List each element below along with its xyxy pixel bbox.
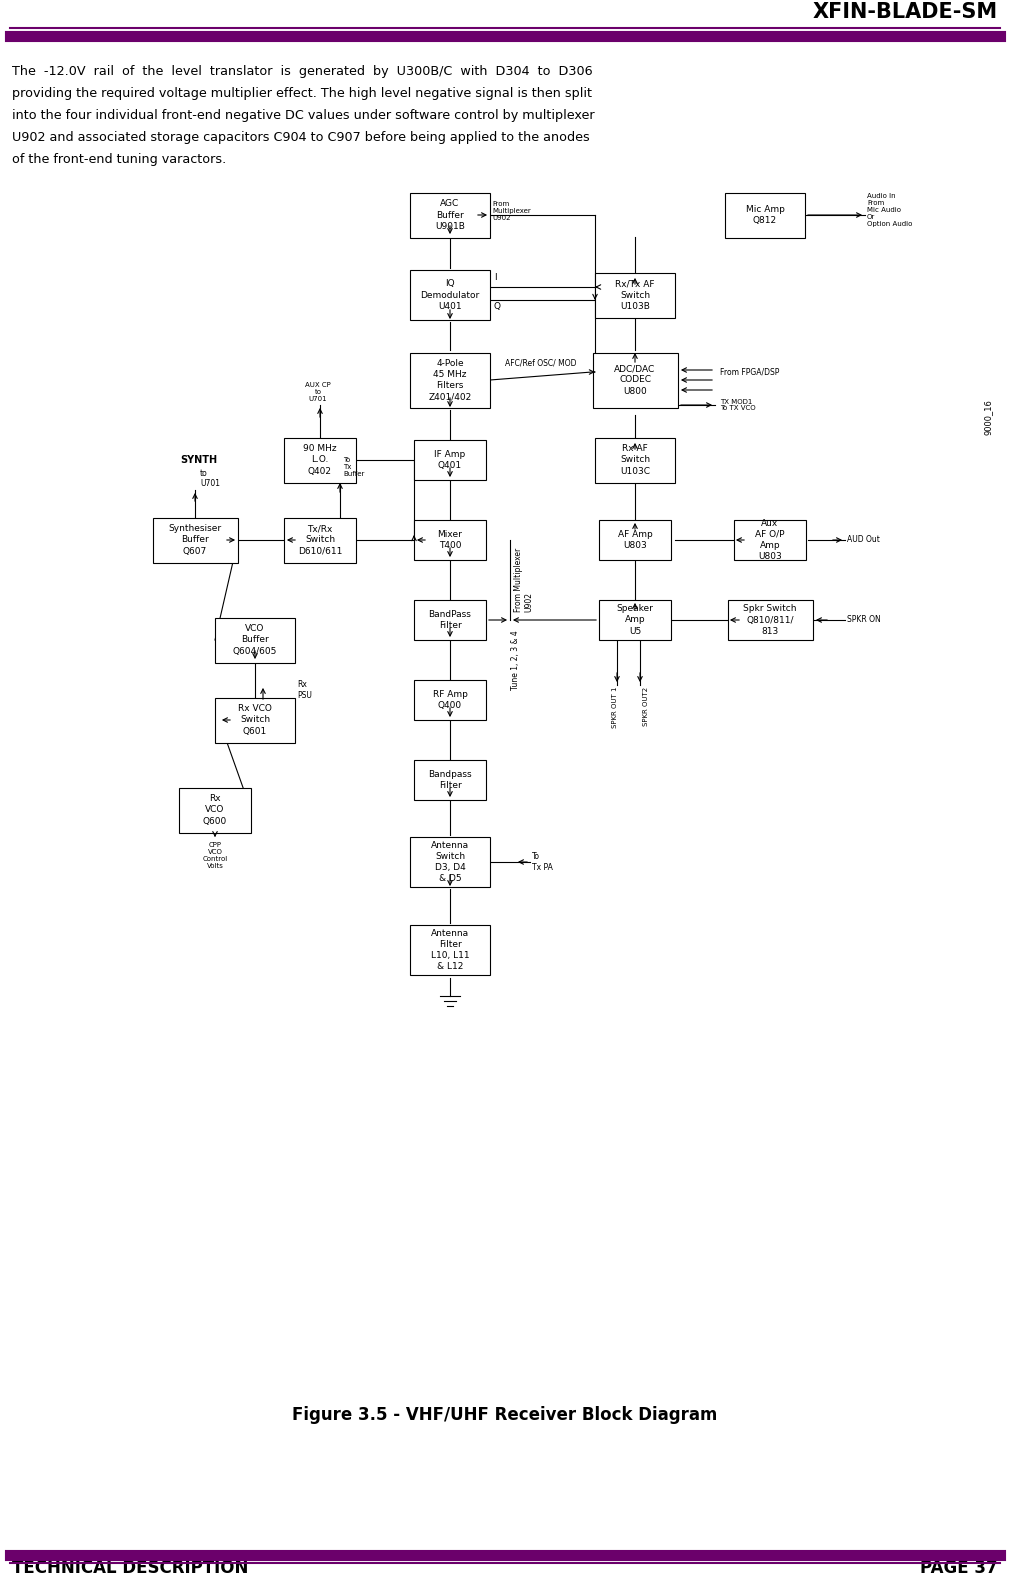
Text: AFC/Ref OSC/ MOD: AFC/Ref OSC/ MOD: [505, 358, 577, 368]
Bar: [595, 438, 675, 483]
Text: AF Amp
U803: AF Amp U803: [618, 530, 652, 550]
Bar: [414, 680, 486, 720]
Text: Synthesiser
Buffer
Q607: Synthesiser Buffer Q607: [169, 524, 221, 556]
Bar: [593, 352, 678, 408]
Bar: [410, 193, 490, 237]
Text: Tune 1, 2, 3 & 4: Tune 1, 2, 3 & 4: [511, 631, 520, 690]
Text: I: I: [494, 272, 497, 282]
Bar: [284, 518, 356, 562]
Bar: [410, 926, 490, 975]
Text: XFIN-BLADE-SM: XFIN-BLADE-SM: [813, 2, 998, 22]
Text: AUX CP
to
U701: AUX CP to U701: [305, 382, 331, 401]
Text: AUD Out: AUD Out: [847, 535, 880, 545]
Text: VCO
Buffer
Q604/605: VCO Buffer Q604/605: [233, 624, 277, 656]
Text: Antenna
Filter
L10, L11
& L12: Antenna Filter L10, L11 & L12: [430, 929, 470, 972]
Bar: [727, 601, 812, 640]
Text: To
Tx
Buffer: To Tx Buffer: [343, 457, 365, 476]
Text: SPKR OUT 1: SPKR OUT 1: [612, 687, 618, 728]
Text: Figure 3.5 - VHF/UHF Receiver Block Diagram: Figure 3.5 - VHF/UHF Receiver Block Diag…: [292, 1407, 718, 1424]
Bar: [734, 519, 806, 561]
Text: CPP
VCO
Control
Volts: CPP VCO Control Volts: [202, 843, 227, 870]
Text: 90 MHz
L.O.
Q402: 90 MHz L.O. Q402: [303, 444, 336, 476]
Text: Spkr Switch
Q810/811/
813: Spkr Switch Q810/811/ 813: [743, 604, 797, 636]
Text: of the front-end tuning varactors.: of the front-end tuning varactors.: [12, 153, 226, 166]
Text: IF Amp
Q401: IF Amp Q401: [434, 449, 466, 470]
Text: From
Multiplexer
U902: From Multiplexer U902: [492, 201, 530, 221]
Text: PAGE 37: PAGE 37: [920, 1560, 998, 1577]
Bar: [179, 787, 251, 833]
Text: into the four individual front-end negative DC values under software control by : into the four individual front-end negat…: [12, 108, 595, 123]
Text: The  -12.0V  rail  of  the  level  translator  is  generated  by  U300B/C  with : The -12.0V rail of the level translator …: [12, 65, 593, 78]
Text: Q: Q: [494, 303, 501, 311]
Bar: [414, 760, 486, 800]
Text: Mic Amp
Q812: Mic Amp Q812: [745, 205, 785, 225]
Text: to
U701: to U701: [200, 468, 220, 487]
Text: TECHNICAL DESCRIPTION: TECHNICAL DESCRIPTION: [12, 1560, 248, 1577]
Bar: [153, 518, 237, 562]
Bar: [284, 438, 356, 483]
Text: Rx
PSU: Rx PSU: [297, 680, 312, 699]
Text: Antenna
Switch
D3, D4
& D5: Antenna Switch D3, D4 & D5: [431, 841, 469, 883]
Bar: [414, 519, 486, 561]
Text: 4-Pole
45 MHz
Filters
Z401/402: 4-Pole 45 MHz Filters Z401/402: [428, 358, 472, 401]
Bar: [410, 269, 490, 320]
Text: BandPass
Filter: BandPass Filter: [428, 610, 472, 631]
Text: 9000_16: 9000_16: [984, 400, 993, 435]
Bar: [410, 352, 490, 408]
Text: SPKR OUT2: SPKR OUT2: [643, 687, 649, 726]
Bar: [595, 272, 675, 317]
Text: providing the required voltage multiplier effect. The high level negative signal: providing the required voltage multiplie…: [12, 88, 592, 100]
Text: Mixer
T400: Mixer T400: [437, 530, 463, 550]
Bar: [599, 601, 671, 640]
Bar: [725, 193, 805, 237]
Text: IQ
Demodulator
U401: IQ Demodulator U401: [420, 279, 480, 311]
Text: Audio In
From
Mic Audio
Or
Option Audio: Audio In From Mic Audio Or Option Audio: [867, 193, 912, 226]
Text: Rx AF
Switch
U103C: Rx AF Switch U103C: [620, 444, 650, 476]
Bar: [599, 519, 671, 561]
Text: SPKR ON: SPKR ON: [847, 615, 881, 624]
Text: Bandpass
Filter: Bandpass Filter: [428, 769, 472, 790]
Text: From FPGA/DSP: From FPGA/DSP: [720, 368, 780, 376]
Text: ADC/DAC
CODEC
U800: ADC/DAC CODEC U800: [614, 365, 655, 395]
Bar: [215, 698, 295, 742]
Text: To
Tx PA: To Tx PA: [532, 852, 552, 871]
Text: Rx VCO
Switch
Q601: Rx VCO Switch Q601: [238, 704, 272, 736]
Text: Aux
AF O/P
Amp
U803: Aux AF O/P Amp U803: [755, 519, 785, 561]
Text: Rx
VCO
Q600: Rx VCO Q600: [203, 795, 227, 825]
Text: AGC
Buffer
U901B: AGC Buffer U901B: [435, 199, 465, 231]
Text: Speaker
Amp
U5: Speaker Amp U5: [616, 604, 653, 636]
Bar: [215, 618, 295, 663]
Text: SYNTH: SYNTH: [180, 456, 217, 465]
Text: U902 and associated storage capacitors C904 to C907 before being applied to the : U902 and associated storage capacitors C…: [12, 131, 590, 143]
Text: From Multiplexer
U902: From Multiplexer U902: [514, 548, 533, 612]
Text: TX MOD1
To TX VCO: TX MOD1 To TX VCO: [720, 398, 755, 411]
Bar: [410, 836, 490, 887]
Bar: [414, 601, 486, 640]
Text: Tx/Rx
Switch
D610/611: Tx/Rx Switch D610/611: [298, 524, 342, 556]
Text: RF Amp
Q400: RF Amp Q400: [432, 690, 468, 710]
Bar: [414, 440, 486, 479]
Text: Rx/Tx AF
Switch
U103B: Rx/Tx AF Switch U103B: [615, 279, 654, 311]
